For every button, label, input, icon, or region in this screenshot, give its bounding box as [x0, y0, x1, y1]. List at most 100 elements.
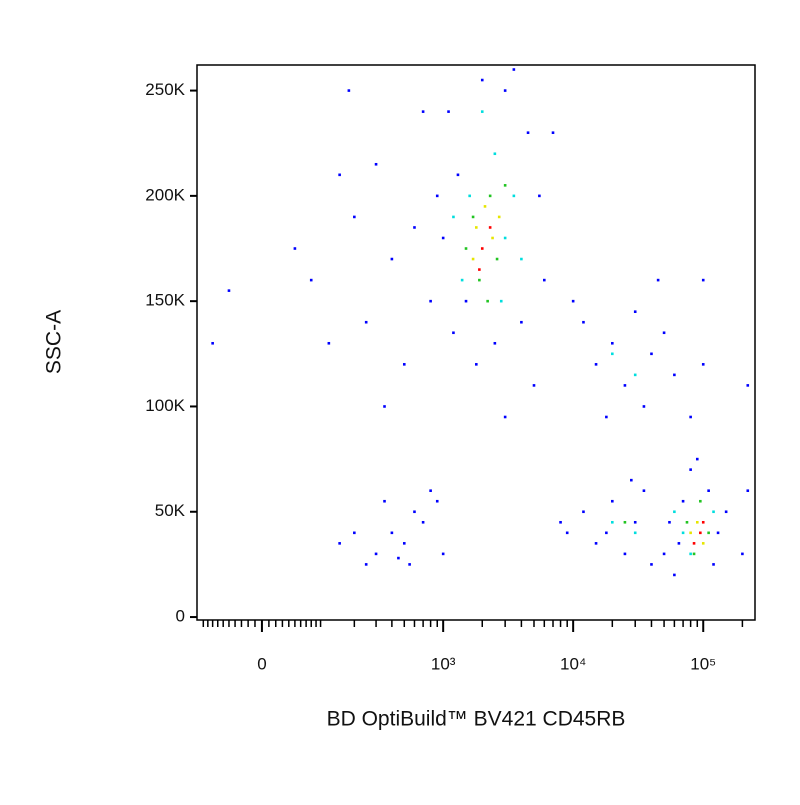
point: [712, 563, 715, 566]
point: [471, 257, 475, 261]
point: [724, 510, 728, 514]
point: [611, 341, 614, 345]
point: [483, 205, 487, 208]
point: [293, 247, 297, 250]
point: [543, 278, 546, 282]
point: [532, 384, 536, 387]
point: [695, 457, 699, 461]
y-tick-label: 250K: [145, 80, 185, 99]
point: [642, 489, 646, 492]
point: [374, 162, 378, 166]
point: [623, 520, 627, 524]
point: [471, 215, 475, 219]
point: [716, 531, 720, 535]
point: [452, 331, 455, 335]
plot-frame: [196, 64, 756, 621]
point: [452, 215, 455, 219]
point: [668, 520, 671, 524]
point: [681, 499, 685, 503]
point: [746, 384, 750, 387]
point: [402, 363, 406, 366]
point: [347, 89, 351, 92]
point: [488, 194, 492, 198]
y-tick-label: 100K: [145, 396, 185, 415]
point: [486, 299, 489, 303]
point: [338, 542, 341, 545]
point: [390, 257, 394, 261]
point: [447, 110, 450, 113]
y-tick-label: 0: [176, 607, 185, 626]
point: [699, 531, 702, 535]
x-tick-label: 10³: [431, 654, 456, 673]
point: [594, 363, 598, 366]
point: [633, 310, 637, 313]
point: [353, 215, 356, 219]
point: [475, 226, 478, 229]
point: [503, 415, 507, 419]
point: [464, 247, 468, 250]
point: [464, 299, 468, 303]
point: [741, 552, 744, 556]
point: [353, 531, 356, 535]
x-tick-label: 0: [257, 654, 266, 673]
point: [692, 552, 696, 556]
point: [383, 405, 386, 408]
point: [662, 552, 666, 556]
point: [689, 415, 692, 419]
point: [695, 520, 699, 524]
point: [441, 552, 445, 556]
y-tick-label: 200K: [145, 185, 185, 204]
point: [673, 510, 676, 514]
point: [623, 384, 627, 387]
point: [520, 320, 523, 324]
point: [571, 299, 575, 303]
point: [689, 552, 692, 556]
point: [707, 531, 710, 535]
point: [435, 499, 439, 503]
point: [374, 552, 378, 556]
point: [495, 257, 499, 261]
point: [435, 194, 439, 198]
point: [520, 257, 523, 261]
point: [480, 78, 484, 82]
point: [429, 489, 432, 492]
point: [623, 552, 627, 556]
point: [364, 563, 368, 566]
point: [633, 531, 637, 535]
point: [689, 468, 692, 471]
point: [503, 236, 507, 240]
point: [605, 531, 608, 535]
point: [692, 542, 696, 545]
point: [656, 278, 660, 282]
point: [499, 299, 503, 303]
point: [421, 520, 425, 524]
point: [526, 131, 530, 134]
point: [480, 247, 484, 250]
point: [673, 373, 676, 377]
point: [701, 278, 705, 282]
point: [565, 531, 569, 535]
point: [681, 531, 685, 535]
point: [402, 542, 406, 545]
point: [633, 373, 637, 377]
point: [699, 499, 702, 503]
point: [689, 531, 692, 535]
point: [701, 542, 705, 545]
point: [460, 278, 464, 282]
point: [673, 573, 676, 577]
point: [475, 363, 478, 366]
point: [456, 173, 460, 177]
point: [493, 152, 497, 156]
x-axis-label: BD OptiBuild™ BV421 CD45RB: [327, 708, 626, 731]
point: [611, 499, 614, 503]
point: [582, 510, 585, 514]
point: [327, 341, 331, 345]
point: [707, 489, 710, 492]
point: [685, 520, 689, 524]
point: [227, 289, 231, 292]
point: [478, 278, 481, 282]
point: [491, 236, 494, 240]
y-tick-label: 50K: [155, 501, 186, 520]
